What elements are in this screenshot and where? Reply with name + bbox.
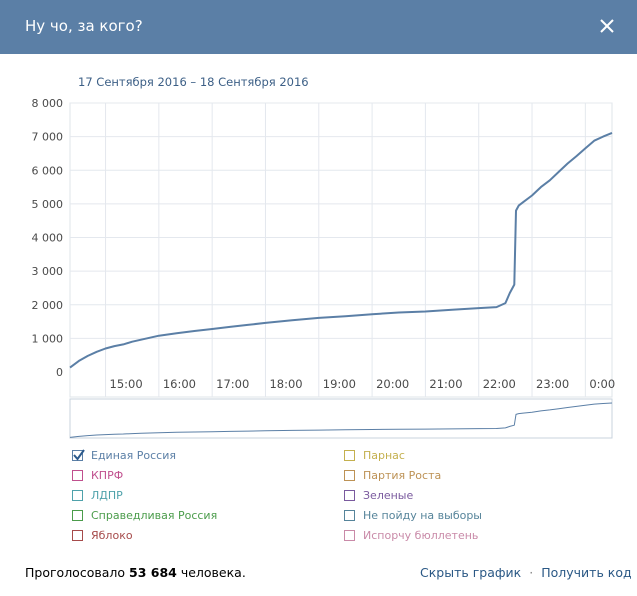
y-tick-label: 7 000: [32, 131, 64, 144]
voted-suffix: человека.: [180, 565, 246, 580]
x-tick-label: 23:00: [536, 377, 569, 391]
close-icon[interactable]: [597, 16, 617, 36]
y-tick-label: 8 000: [32, 97, 64, 110]
legend-item[interactable]: ЛДПР: [72, 489, 123, 502]
navigator-series-line: [69, 402, 613, 438]
separator-dot: ·: [529, 565, 534, 580]
legend-item[interactable]: Справедливая Россия: [72, 509, 217, 522]
checkbox-icon[interactable]: [72, 470, 83, 481]
legend-label: Не пойду на выборы: [363, 509, 482, 522]
x-tick-label: 22:00: [483, 377, 516, 391]
y-tick-label: 3 000: [32, 265, 64, 278]
y-tick-label: 2 000: [32, 299, 64, 312]
y-tick-label: 6 000: [32, 164, 64, 177]
x-tick-label: 0:00: [589, 377, 615, 391]
x-tick-label: 21:00: [429, 377, 462, 391]
main-chart[interactable]: 0 1 000 2 000 3 000 4 000 5 000 6 000 7 000 8 00…: [0, 0, 637, 440]
checkbox-icon[interactable]: [344, 470, 355, 481]
checkbox-icon[interactable]: [344, 510, 355, 521]
legend-item[interactable]: КПРФ: [72, 469, 123, 482]
legend-label: Партия Роста: [363, 469, 442, 482]
legend-label: Единая Россия: [91, 449, 176, 462]
legend-item[interactable]: Единая Россия: [72, 449, 176, 462]
hide-chart-link[interactable]: Скрыть график: [420, 565, 522, 580]
checkbox-icon[interactable]: [344, 530, 355, 541]
legend-item[interactable]: Зеленые: [344, 489, 413, 502]
checkbox-checked-icon[interactable]: [72, 449, 85, 461]
navigator-area[interactable]: [69, 398, 613, 439]
checkbox-icon[interactable]: [344, 490, 355, 501]
y-tick-label: 1 000: [32, 332, 64, 345]
legend-label: ЛДПР: [91, 489, 123, 502]
legend-label: Испорчу бюллетень: [363, 529, 479, 542]
modal-title: Ну чо, за кого?: [25, 17, 143, 35]
legend-label: Справедливая Россия: [91, 509, 218, 522]
vote-count-text: Проголосовало 53 684 человека.: [25, 565, 246, 580]
series-line-Единая Россия[interactable]: [69, 131, 613, 369]
legend-label: Яблоко: [91, 529, 133, 542]
legend-label: Парнас: [363, 449, 405, 462]
y-tick-label: 4 000: [32, 232, 64, 245]
footer-actions: Скрыть график · Получить код: [420, 565, 632, 580]
plot-area: [69, 102, 613, 398]
get-code-link[interactable]: Получить код: [541, 565, 632, 580]
legend-item[interactable]: Испорчу бюллетень: [344, 529, 478, 542]
x-tick-label: 18:00: [269, 377, 302, 391]
modal-header: Ну чо, за кого?: [0, 0, 637, 54]
x-tick-label: 19:00: [323, 377, 356, 391]
legend-item[interactable]: Яблоко: [72, 529, 133, 542]
legend-item[interactable]: Парнас: [344, 449, 405, 462]
date-range-label: 17 Сентября 2016 – 18 Сентября 2016: [78, 75, 309, 89]
legend-label: КПРФ: [91, 469, 124, 482]
y-tick-label: 0: [56, 366, 63, 379]
legend-item[interactable]: Не пойду на выборы: [344, 509, 482, 522]
x-tick-label: 17:00: [216, 377, 249, 391]
x-tick-label: 20:00: [376, 377, 409, 391]
y-tick-label: 5 000: [32, 198, 64, 211]
checkbox-icon[interactable]: [72, 490, 83, 501]
legend-label: Зеленые: [363, 489, 414, 502]
x-tick-label: 16:00: [163, 377, 196, 391]
voted-count: 53 684: [129, 565, 177, 580]
checkbox-icon[interactable]: [344, 450, 355, 461]
voted-prefix: Проголосовало: [25, 565, 126, 580]
x-tick-label: 15:00: [110, 377, 143, 391]
legend-item[interactable]: Партия Роста: [344, 469, 441, 482]
checkbox-icon[interactable]: [72, 530, 83, 541]
checkbox-icon[interactable]: [72, 510, 83, 521]
